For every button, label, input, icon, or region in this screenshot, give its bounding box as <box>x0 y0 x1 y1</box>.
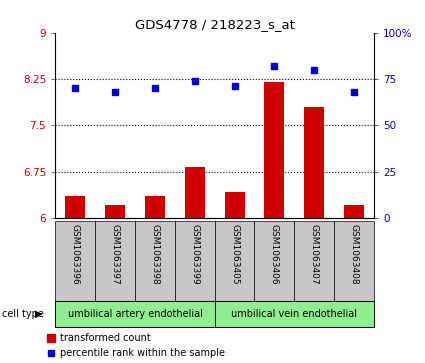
Text: GSM1063398: GSM1063398 <box>150 224 159 285</box>
Bar <box>185 167 205 218</box>
Bar <box>145 196 165 218</box>
Legend: transformed count, percentile rank within the sample: transformed count, percentile rank withi… <box>47 333 225 358</box>
Bar <box>95 221 135 301</box>
Text: GSM1063406: GSM1063406 <box>270 224 279 285</box>
Bar <box>344 205 364 218</box>
Text: umbilical vein endothelial: umbilical vein endothelial <box>231 309 357 319</box>
Bar <box>175 221 215 301</box>
Text: ▶: ▶ <box>35 309 43 319</box>
Bar <box>135 221 175 301</box>
Bar <box>255 221 294 301</box>
Bar <box>105 205 125 218</box>
Text: GSM1063407: GSM1063407 <box>310 224 319 285</box>
Text: GSM1063396: GSM1063396 <box>71 224 79 285</box>
Bar <box>65 196 85 218</box>
Text: cell type: cell type <box>2 309 44 319</box>
Text: GSM1063397: GSM1063397 <box>110 224 119 285</box>
Bar <box>224 192 244 218</box>
Text: GSM1063399: GSM1063399 <box>190 224 199 285</box>
Bar <box>215 301 374 327</box>
Text: umbilical artery endothelial: umbilical artery endothelial <box>68 309 202 319</box>
Bar <box>55 301 215 327</box>
Bar <box>304 107 324 218</box>
Bar <box>55 221 95 301</box>
Bar <box>334 221 374 301</box>
Text: GSM1063405: GSM1063405 <box>230 224 239 285</box>
Text: GSM1063408: GSM1063408 <box>350 224 359 285</box>
Bar <box>215 221 255 301</box>
Title: GDS4778 / 218223_s_at: GDS4778 / 218223_s_at <box>135 19 295 32</box>
Bar <box>264 82 284 218</box>
Bar <box>294 221 334 301</box>
